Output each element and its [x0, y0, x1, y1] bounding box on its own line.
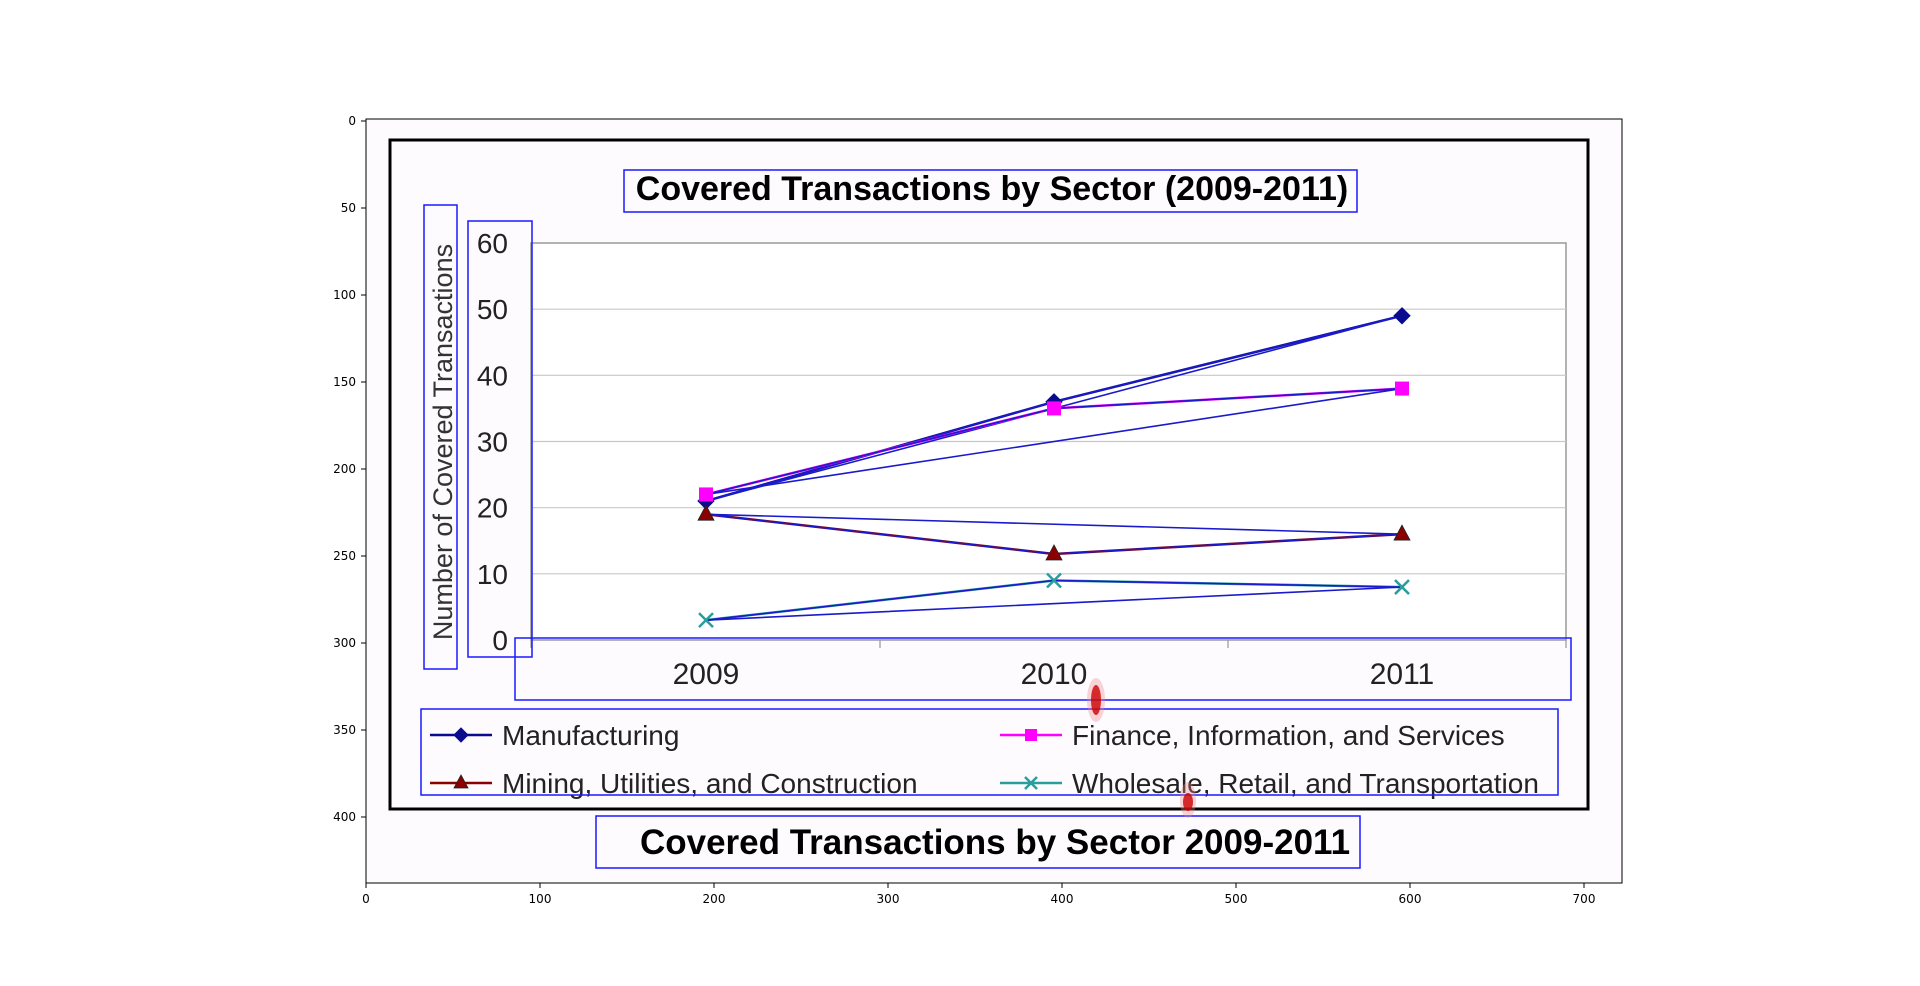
viewer-y-tick-label: 350: [333, 723, 356, 737]
viewer-y-tick-label: 100: [333, 288, 356, 302]
viewer-y-ticks: 0 50 100 150 200 250 300 350 400: [333, 114, 366, 824]
viewer-y-tick-label: 150: [333, 375, 356, 389]
data-point-marker: [1045, 544, 1063, 561]
chart-caption: Covered Transactions by Sector 2009-2011: [640, 823, 1350, 862]
y-tick-label: 10: [477, 559, 508, 590]
viewer-y-tick-label: 0: [348, 114, 356, 128]
y-tick-label: 0: [492, 625, 508, 656]
series-layer: [697, 307, 1411, 629]
x-category-label: 2011: [1370, 658, 1435, 691]
data-point-marker: [1393, 524, 1411, 541]
data-point-marker: [1393, 307, 1411, 325]
viewer-x-tick-label: 200: [703, 892, 726, 906]
y-tick-label: 30: [477, 427, 508, 458]
viewer-x-tick-label: 500: [1225, 892, 1248, 906]
data-point-marker: [1047, 401, 1061, 416]
red-artifact: [1087, 678, 1196, 818]
legend-label: Mining, Utilities, and Construction: [502, 768, 918, 799]
viewer-x-tick-label: 700: [1573, 892, 1596, 906]
y-tick-labels: 0 10 20 30 40 50 60: [477, 228, 508, 656]
data-point-marker: [453, 774, 469, 789]
series-overlay-line: [705, 387, 1403, 496]
viewer-y-tick-label: 400: [333, 810, 356, 824]
data-point-marker: [1046, 572, 1062, 589]
legend: Manufacturing Finance, Information, and S…: [430, 720, 1539, 799]
viewer-y-tick-label: 250: [333, 549, 356, 563]
viewer-y-tick-label: 300: [333, 636, 356, 650]
y-tick-label: 20: [477, 493, 508, 524]
title-box: [623, 169, 1358, 213]
data-point-marker: [697, 504, 715, 521]
x-category-labels: 2009 2010 2011: [673, 658, 1435, 691]
viewer-y-tick-label: 50: [341, 201, 356, 215]
data-point-marker: [699, 487, 713, 502]
data-point-marker: [1394, 579, 1410, 595]
x-category-label: 2010: [1021, 658, 1088, 691]
data-point-marker: [1395, 381, 1409, 396]
viewer-y-tick-label: 200: [333, 462, 356, 476]
data-point-marker: [698, 612, 714, 629]
y-tick-labels-box: [467, 220, 533, 658]
y-tick-label: 50: [477, 294, 508, 325]
viewer-x-ticks: 0 100 200 300 400 500 600 700: [362, 883, 1595, 906]
x-category-labels-box: [514, 637, 1572, 701]
viewer-x-tick-label: 0: [362, 892, 370, 906]
y-axis-label: Number of Covered Transactions: [428, 244, 458, 640]
viewer-x-tick-label: 100: [529, 892, 552, 906]
viewer-x-tick-label: 300: [877, 892, 900, 906]
series-overlay-line: [705, 513, 1403, 555]
data-point-marker: [453, 727, 469, 743]
legend-label: Finance, Information, and Services: [1072, 720, 1505, 751]
y-tick-label: 60: [477, 228, 508, 259]
chart-title: Covered Transactions by Sector (2009-201…: [636, 170, 1348, 208]
legend-label: Manufacturing: [502, 720, 679, 751]
caption-box: [595, 815, 1361, 869]
series-overlay-line: [705, 579, 1403, 621]
x-axis-ticks: [530, 640, 1567, 648]
data-point-marker: [1024, 776, 1038, 790]
y-axis-label-box: [423, 204, 458, 670]
x-category-label: 2009: [673, 658, 740, 691]
viewer-x-tick-label: 400: [1051, 892, 1074, 906]
data-point-marker: [1025, 729, 1037, 741]
legend-label: Wholesale, Retail, and Transportation: [1072, 768, 1539, 799]
y-tick-label: 40: [477, 360, 508, 391]
chart-frame: [388, 138, 1590, 811]
legend-box: [420, 708, 1559, 796]
viewer-x-tick-label: 600: [1399, 892, 1422, 906]
